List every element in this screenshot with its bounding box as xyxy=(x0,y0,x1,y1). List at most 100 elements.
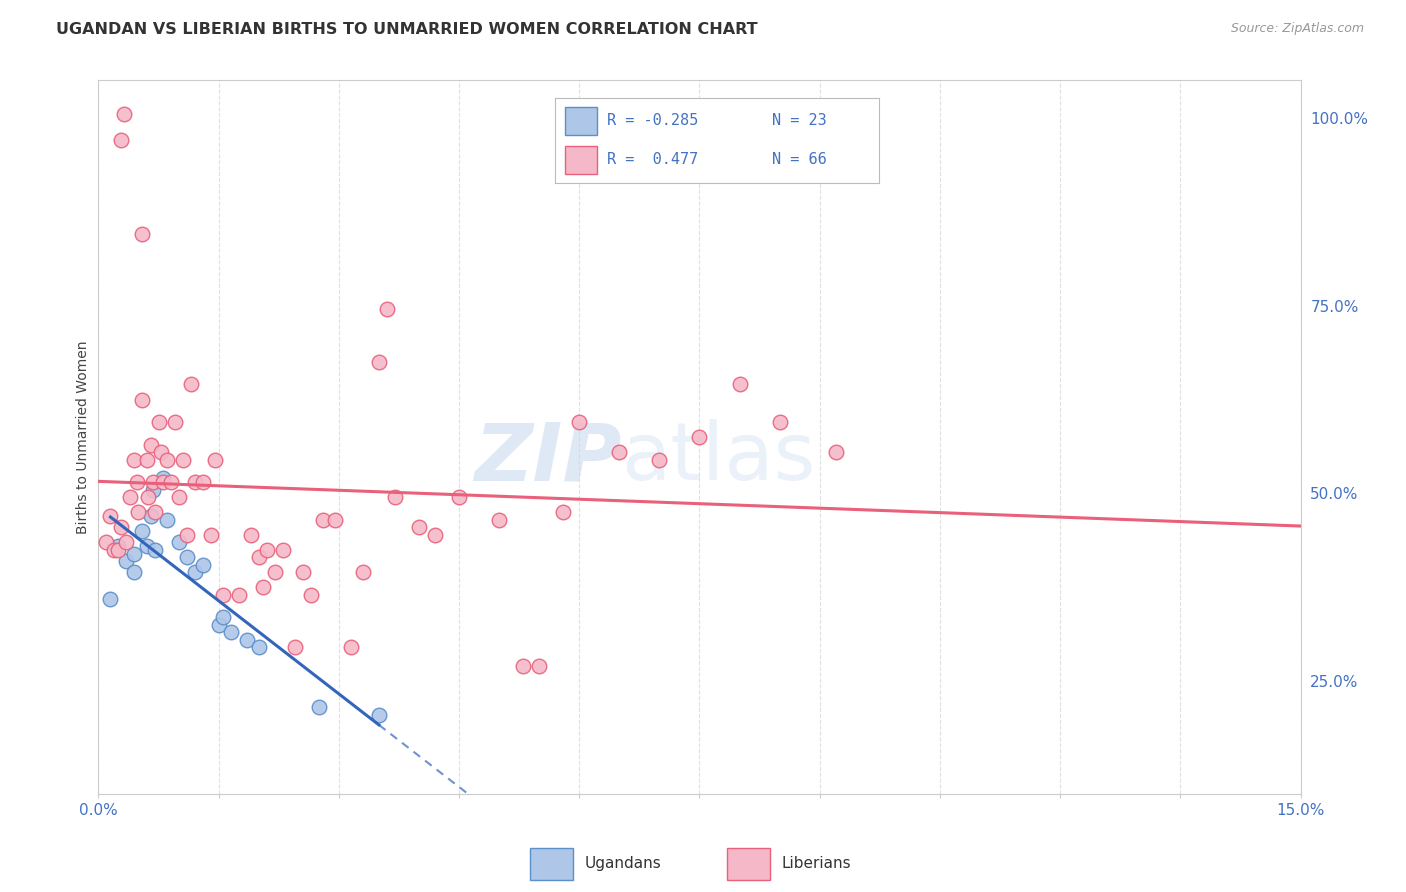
Point xyxy=(131,227,153,242)
Point xyxy=(247,640,270,655)
Point xyxy=(107,542,129,557)
Text: Liberians: Liberians xyxy=(782,855,852,871)
Point xyxy=(423,527,446,541)
Point xyxy=(553,505,575,519)
Point xyxy=(107,539,129,553)
Text: atlas: atlas xyxy=(621,419,815,498)
Y-axis label: Births to Unmarried Women: Births to Unmarried Women xyxy=(76,341,90,533)
Point xyxy=(375,302,398,317)
Point xyxy=(299,588,322,602)
Bar xyxy=(727,848,770,880)
Point xyxy=(155,513,177,527)
Point xyxy=(152,471,174,485)
Point xyxy=(408,520,430,534)
Point xyxy=(211,588,233,602)
Point xyxy=(100,591,122,606)
Point xyxy=(120,490,142,504)
Point xyxy=(512,659,534,673)
Point xyxy=(368,708,391,723)
Point xyxy=(271,542,294,557)
Point xyxy=(176,550,198,565)
Point xyxy=(125,475,148,490)
Point xyxy=(124,566,146,580)
Point xyxy=(167,490,190,504)
Point xyxy=(728,377,751,392)
Point xyxy=(115,554,138,568)
Point xyxy=(131,392,153,407)
Text: ZIP: ZIP xyxy=(474,419,621,498)
Point xyxy=(148,415,170,429)
Point xyxy=(312,513,335,527)
Point xyxy=(131,524,153,538)
Point xyxy=(159,475,181,490)
Point xyxy=(208,618,231,632)
Point xyxy=(284,640,307,655)
Point xyxy=(100,508,122,523)
Point xyxy=(135,539,157,553)
Point xyxy=(256,542,278,557)
Point xyxy=(176,527,198,541)
Point xyxy=(648,452,671,467)
Point xyxy=(103,542,125,557)
Text: Source: ZipAtlas.com: Source: ZipAtlas.com xyxy=(1230,22,1364,36)
Point xyxy=(110,133,132,147)
Point xyxy=(769,415,792,429)
Point xyxy=(235,632,257,647)
Point xyxy=(124,452,146,467)
Point xyxy=(143,505,166,519)
Point xyxy=(609,445,631,459)
Bar xyxy=(530,848,574,880)
Point xyxy=(152,475,174,490)
Point xyxy=(340,640,363,655)
Point xyxy=(172,452,194,467)
Point xyxy=(155,452,177,467)
Point xyxy=(136,490,159,504)
Text: N = 23: N = 23 xyxy=(772,113,827,128)
Point xyxy=(143,542,166,557)
Point xyxy=(142,483,165,497)
Text: R =  0.477: R = 0.477 xyxy=(607,153,699,168)
Point xyxy=(124,547,146,561)
Point xyxy=(529,659,551,673)
Text: N = 66: N = 66 xyxy=(772,153,827,168)
Text: Ugandans: Ugandans xyxy=(585,855,662,871)
Bar xyxy=(565,107,598,135)
Point xyxy=(204,452,226,467)
Point xyxy=(247,550,270,565)
Point xyxy=(689,430,711,444)
Point xyxy=(163,415,186,429)
Point xyxy=(263,566,285,580)
Point xyxy=(252,580,274,594)
Point xyxy=(191,475,214,490)
Point xyxy=(352,566,374,580)
Point xyxy=(211,610,233,624)
Point xyxy=(824,445,846,459)
Point xyxy=(167,535,190,549)
Point xyxy=(447,490,470,504)
Bar xyxy=(565,146,598,174)
Point xyxy=(139,437,162,451)
Point xyxy=(228,588,250,602)
Point xyxy=(128,505,150,519)
Point xyxy=(183,475,205,490)
Point xyxy=(110,520,132,534)
Point xyxy=(291,566,314,580)
Text: UGANDAN VS LIBERIAN BIRTHS TO UNMARRIED WOMEN CORRELATION CHART: UGANDAN VS LIBERIAN BIRTHS TO UNMARRIED … xyxy=(56,22,758,37)
Point xyxy=(368,355,391,369)
Point xyxy=(239,527,262,541)
Point xyxy=(183,566,205,580)
Point xyxy=(96,535,118,549)
Point xyxy=(149,445,172,459)
Point xyxy=(180,377,202,392)
Point xyxy=(219,625,242,640)
Point xyxy=(112,107,135,121)
Point xyxy=(308,700,330,714)
Point xyxy=(142,475,165,490)
Point xyxy=(135,452,157,467)
Point xyxy=(568,415,591,429)
Point xyxy=(191,558,214,572)
Point xyxy=(323,513,346,527)
Point xyxy=(488,513,510,527)
Point xyxy=(115,535,138,549)
Point xyxy=(139,508,162,523)
